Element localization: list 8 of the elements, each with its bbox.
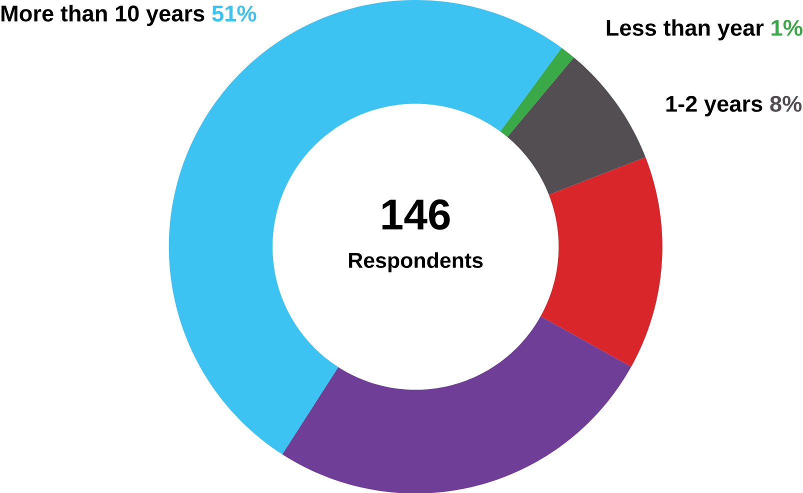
text: 146 [382, 199, 450, 230]
slice-label: More than 10 years [2, 4, 204, 26]
data-label: 8% [770, 96, 802, 112]
data-label: 51% [212, 5, 256, 22]
slice-label: 1-2 years [666, 96, 762, 116]
text: Respondents [349, 252, 483, 272]
slice-label: Less than year [606, 19, 764, 40]
data-label: 1% [772, 20, 802, 36]
